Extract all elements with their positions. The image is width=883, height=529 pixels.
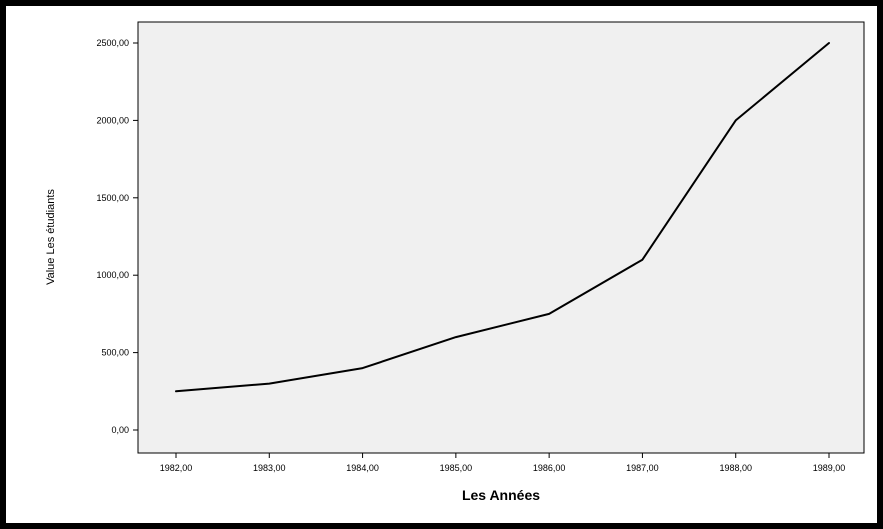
plot-area: [137, 21, 865, 454]
series-line: [175, 42, 830, 393]
y-tick-label: 0,00: [111, 425, 129, 435]
x-tick-label: 1983,00: [253, 463, 286, 473]
x-axis-title: Les Années: [462, 487, 540, 503]
x-tick-label: 1986,00: [533, 463, 566, 473]
y-axis: 0,00 500,00 1000,00 1500,00 2000,00 2500,00: [96, 38, 138, 435]
y-tick-label: 500,00: [101, 348, 129, 358]
y-tick-label: 2500,00: [96, 38, 129, 48]
y-tick-label: 1500,00: [96, 193, 129, 203]
x-tick-label: 1987,00: [626, 463, 659, 473]
y-tick-label: 2000,00: [96, 115, 129, 125]
x-tick-label: 1988,00: [719, 463, 752, 473]
y-axis-title: Value Les étudiants: [45, 189, 57, 285]
x-tick-label: 1985,00: [440, 463, 473, 473]
x-axis: 1982,00 1983,00 1984,00 1985,00 1986,00 1987,…: [160, 453, 846, 473]
x-tick-label: 1989,00: [813, 463, 846, 473]
x-tick-label: 1984,00: [346, 463, 379, 473]
x-tick-label: 1982,00: [160, 463, 193, 473]
y-tick-label: 1000,00: [96, 270, 129, 280]
